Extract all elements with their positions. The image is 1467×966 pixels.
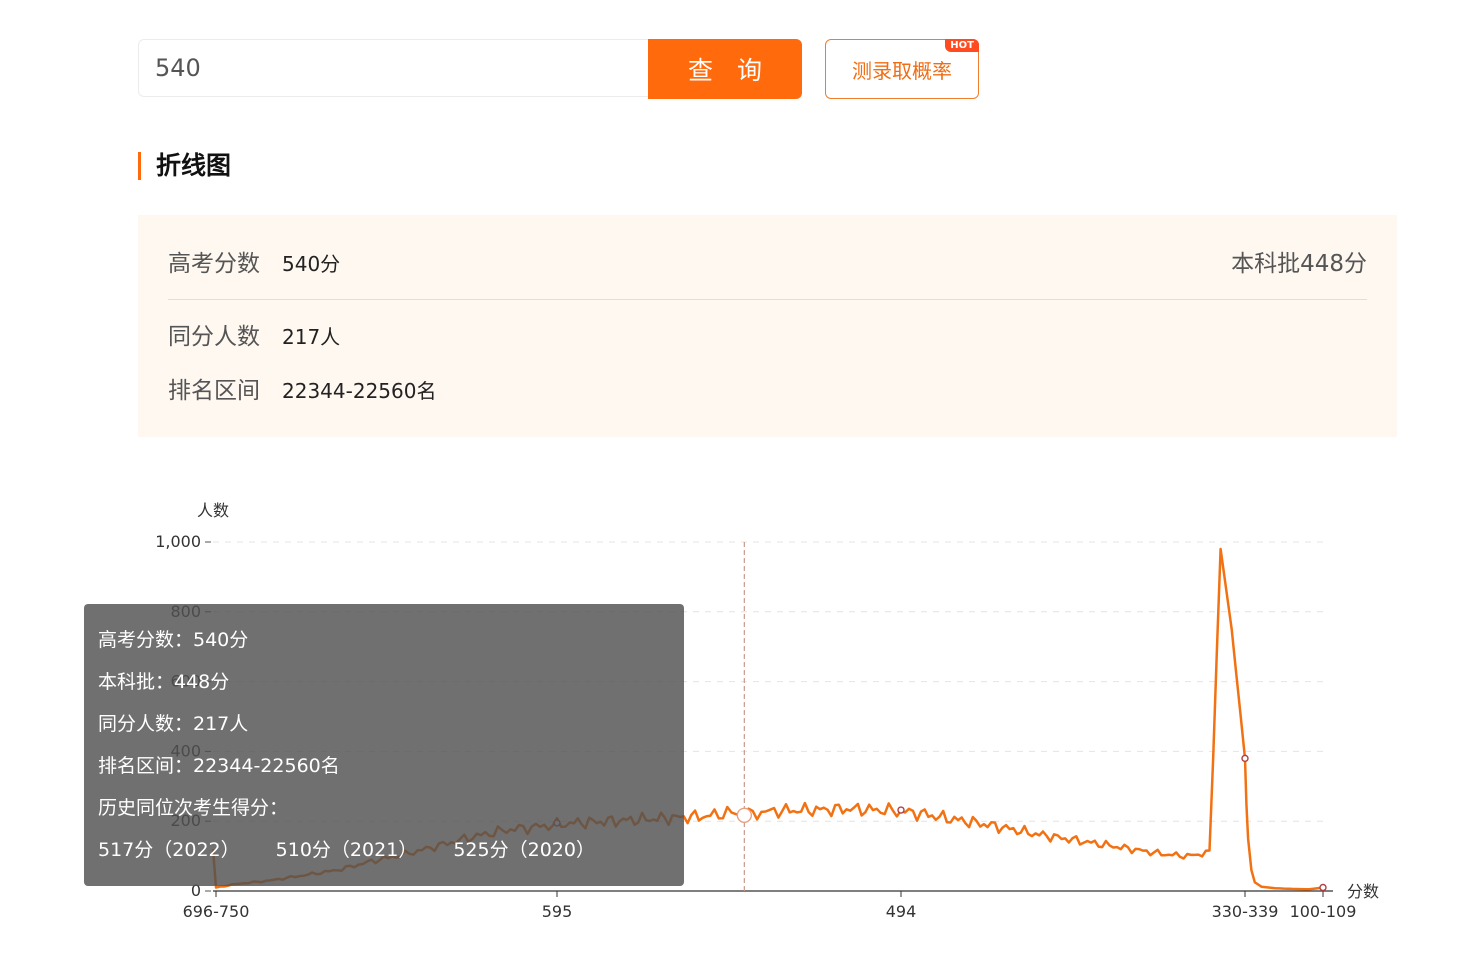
data-point [1241, 754, 1249, 763]
tooltip-same-count: 同分人数：217人 [98, 713, 249, 735]
rank-value: 22344-22560名 [282, 379, 437, 403]
query-button[interactable]: 查 询 [648, 39, 802, 99]
same-count-label: 同分人数 [168, 324, 260, 350]
tooltip-history-item: 517分（2022） [98, 839, 240, 861]
rank-label: 排名区间 [168, 378, 260, 404]
y-axis-label: 人数 [197, 501, 229, 520]
tooltip-batch: 本科批：448分 [98, 671, 230, 693]
tooltip-history-title: 历史同位次考生得分： [98, 797, 289, 819]
chart-tooltip: 高考分数：540分 本科批：448分 同分人数：217人 排名区间：22344-… [84, 604, 684, 886]
section-title: 折线图 [138, 152, 231, 180]
score-info-panel: 高考分数 540分 本科批448分 同分人数 217人 排名区间 22344-2256… [138, 215, 1397, 437]
same-count-row: 同分人数 217人 [168, 322, 340, 352]
same-count-value: 217人 [282, 325, 341, 349]
x-tick-label: 696-750 [183, 902, 250, 921]
admission-probability-label: 测录取概率 [852, 58, 952, 83]
x-axis-label: 分数 [1347, 882, 1379, 901]
x-tick-label: 595 [542, 902, 573, 921]
y-tick-label: 0 [191, 881, 201, 900]
score-value: 540分 [282, 252, 341, 276]
data-point [1319, 883, 1327, 892]
score-label: 高考分数 [168, 251, 260, 277]
tooltip-score: 高考分数：540分 [98, 629, 249, 651]
x-tick-label: 100-109 [1290, 902, 1357, 921]
data-point [736, 807, 753, 823]
rank-row: 排名区间 22344-22560名 [168, 376, 436, 406]
data-point [897, 806, 905, 814]
admission-probability-button[interactable]: 测录取概率 HOT [825, 39, 979, 99]
tooltip-history-item: 510分（2021） [275, 839, 418, 861]
search-bar: 查 询 [138, 39, 802, 99]
x-tick-label: 330-339 [1212, 902, 1279, 921]
batch-line: 本科批448分 [1231, 251, 1367, 277]
x-tick-label: 494 [886, 902, 917, 921]
score-row: 高考分数 540分 [168, 249, 340, 279]
info-divider [168, 299, 1367, 300]
tooltip-history-item: 525分（2020） [453, 839, 595, 861]
tooltip-rank: 排名区间：22344-22560名 [98, 755, 340, 777]
score-input[interactable] [138, 39, 648, 97]
tooltip-history: 517分（2022） 510分（2021） 525分（2020） [98, 838, 625, 862]
hot-badge: HOT [945, 39, 979, 52]
y-tick-label: 1,000 [155, 532, 201, 551]
